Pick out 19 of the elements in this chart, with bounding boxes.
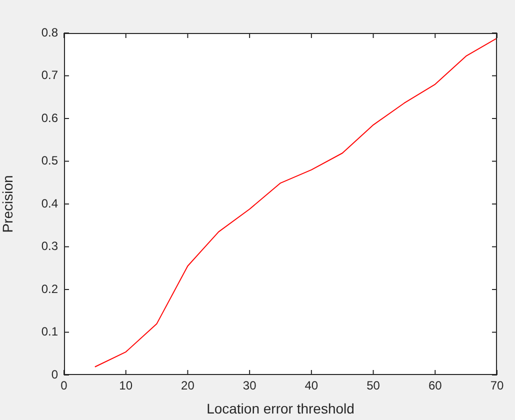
x-tick-label: 40 [304,378,318,393]
x-tick-label: 20 [181,378,195,393]
x-tick-label: 0 [60,378,68,393]
y-tick-label: 0.5 [41,154,58,168]
y-tick-label: 0.2 [41,282,58,296]
y-tick-label: 0.8 [41,25,58,40]
y-tick-label: 0.4 [41,196,58,210]
y-tick-label: 0.1 [41,324,58,339]
x-tick-label: 70 [490,378,504,393]
y-axis-title: Precision [0,175,16,233]
y-tick-label: 0 [51,367,58,382]
y-tick-label: 0.6 [41,110,58,125]
y-tick-label: 0.3 [41,239,58,254]
x-tick-label: 50 [366,378,380,393]
x-axis-title: Location error threshold [206,400,354,416]
x-tick-label: 60 [428,378,442,393]
y-tick-label: 0.7 [41,68,58,82]
x-tick-label: 30 [242,378,257,393]
x-tick-label: 10 [119,378,133,393]
